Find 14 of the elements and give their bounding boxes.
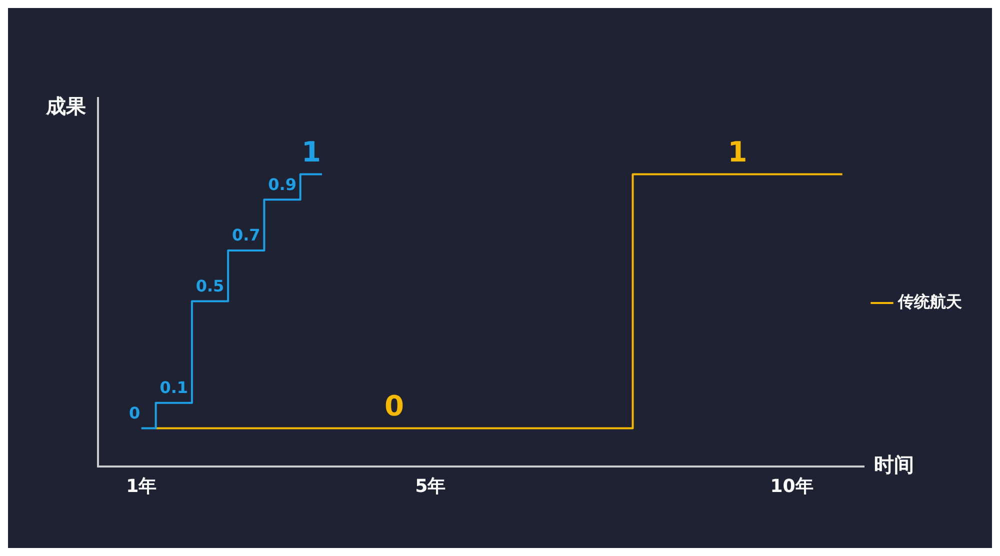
data-label: 0.1 [160, 378, 188, 398]
legend-label: 传统航天 [897, 292, 963, 312]
data-label: 0.9 [268, 174, 296, 194]
data-label: 0 [129, 403, 140, 422]
data-label: 1 [301, 136, 321, 168]
x-tick-label: 1年 [126, 476, 157, 497]
data-label: 0 [384, 390, 404, 423]
x-axis-title: 时间 [874, 452, 914, 477]
data-label: 0.5 [196, 276, 224, 296]
y-axis-title: 成果 [45, 94, 87, 118]
data-label: 0.7 [232, 226, 260, 245]
x-tick-label: 5年 [415, 476, 446, 497]
data-label: 1 [728, 136, 748, 168]
x-tick-label: 10年 [770, 476, 814, 497]
